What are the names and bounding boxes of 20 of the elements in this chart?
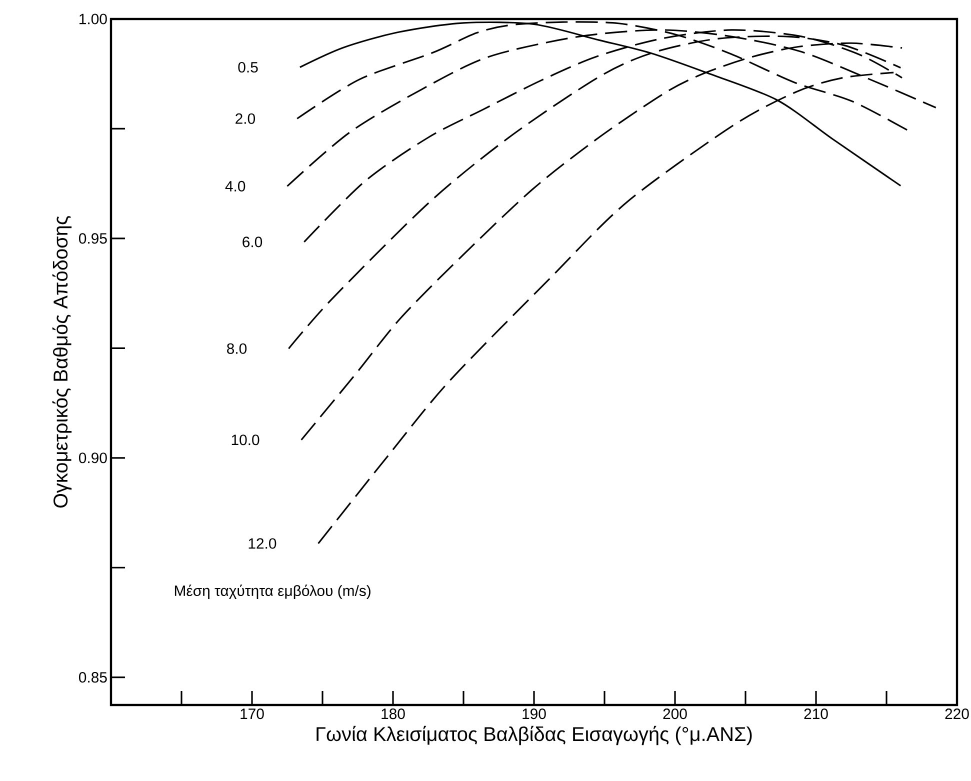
x-tick-label: 190 xyxy=(522,708,546,720)
text: 4.0 xyxy=(225,180,246,192)
y-tick-label: 0.90 xyxy=(78,452,107,464)
y-axis-title: Ογκομετρικός Βαθμός Απόδοσης xyxy=(52,216,72,508)
text: 0.5 xyxy=(238,62,258,73)
text: 6.0 xyxy=(242,236,262,248)
x-tick-label: 170 xyxy=(240,708,264,720)
text: 10.0 xyxy=(232,434,260,446)
y-tick-label: 1.00 xyxy=(80,14,107,24)
annotation: Μέση ταχύτητα εμβόλου (m/s) xyxy=(174,584,370,599)
text: 8.0 xyxy=(227,343,247,354)
x-tick-label: 210 xyxy=(804,708,828,720)
y-tick-label: 0.85 xyxy=(78,672,107,683)
x-axis-title: Γωνία Κλεισίματος Βαλβίδας Εισαγωγής (°μ.ΑΝΣ) xyxy=(316,726,752,746)
text: 12.0 xyxy=(248,538,276,549)
x-tick-label: 180 xyxy=(382,708,405,720)
x-tick-label: 220 xyxy=(945,708,969,720)
x-tick-label: 200 xyxy=(663,708,687,720)
text: 2.0 xyxy=(236,113,256,124)
y-tick-label: 0.95 xyxy=(78,233,107,244)
